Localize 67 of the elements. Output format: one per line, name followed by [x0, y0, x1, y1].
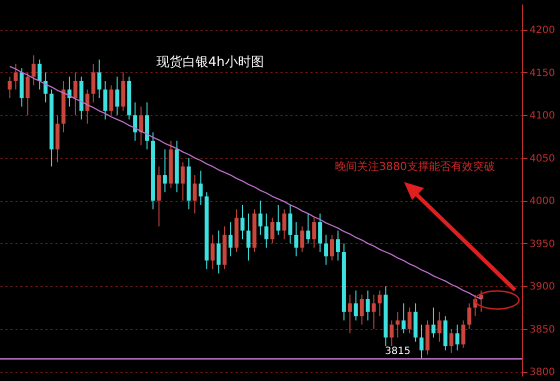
candlestick: [91, 63, 96, 103]
text: 现货白银4h小时图: [156, 55, 264, 70]
candlestick: [44, 72, 48, 103]
candlestick: [360, 294, 364, 326]
candlestick: [372, 294, 376, 330]
candlestick: [348, 294, 352, 334]
candlestick: [162, 148, 167, 193]
annotation: 晚间关注3880支撑能否有效突破: [335, 160, 495, 173]
candlestick: [26, 72, 30, 116]
candlestick: [97, 59, 102, 99]
candlestick: [258, 200, 262, 236]
candlestick: [282, 208, 286, 240]
candlestick: [420, 324, 424, 360]
candlestick: [402, 302, 406, 334]
candlestick: [306, 213, 310, 244]
candlestick: [139, 106, 144, 146]
candlestick: [461, 320, 466, 348]
candlestick: [330, 234, 334, 262]
y-tick-label: 3900: [530, 282, 555, 293]
candlestick: [216, 230, 221, 274]
candlestick: [240, 204, 244, 240]
candlestick: [294, 222, 298, 257]
candlestick: [180, 162, 185, 202]
y-tick-label: 4050: [530, 153, 555, 164]
candlestick: [300, 226, 304, 252]
candlestick: [336, 230, 340, 262]
candlestick: [73, 72, 78, 116]
y-tick-label: 4200: [530, 25, 555, 36]
candlestick: [264, 213, 268, 248]
ref-line-label: 3815: [385, 346, 410, 357]
candlestick: [270, 217, 274, 244]
candlestick: [467, 302, 472, 330]
candlestick: [437, 311, 442, 342]
candlestick: [210, 234, 215, 270]
y-tick-label: 4100: [530, 110, 555, 122]
y-tick-label: 3950: [530, 238, 555, 250]
candlestick: [246, 213, 250, 262]
candlestick: [366, 290, 370, 321]
y-tick-label: 4000: [530, 196, 555, 208]
candlestick: [115, 76, 120, 116]
candlestick: [276, 204, 280, 236]
candlestick: [378, 290, 382, 317]
candlestick: [408, 307, 412, 334]
candlestick: [85, 89, 90, 124]
candlestick: [133, 102, 138, 142]
candlestick: [312, 217, 316, 248]
y-tick-label: 4150: [530, 68, 555, 79]
candlestick: [192, 174, 197, 214]
candlestick: [228, 222, 233, 257]
y-tick-label: 3850: [530, 324, 555, 336]
candlestick: [390, 320, 394, 347]
candlestick: [14, 63, 18, 90]
candlestick: [288, 204, 292, 244]
candlestick: [324, 234, 328, 266]
candlestick: [396, 311, 400, 338]
candlestick: [431, 307, 436, 338]
candlestick: [103, 80, 108, 120]
candlestick: [318, 213, 322, 252]
candlestick: [109, 84, 114, 116]
candlestick: [38, 59, 42, 90]
candlestick: [455, 324, 460, 351]
y-tick-label: 3800: [530, 367, 555, 378]
candlestick: [198, 170, 203, 206]
candlestick: [32, 54, 36, 86]
candlestick: [449, 328, 454, 354]
candlestick: [354, 290, 358, 321]
candlestick: [8, 76, 12, 99]
